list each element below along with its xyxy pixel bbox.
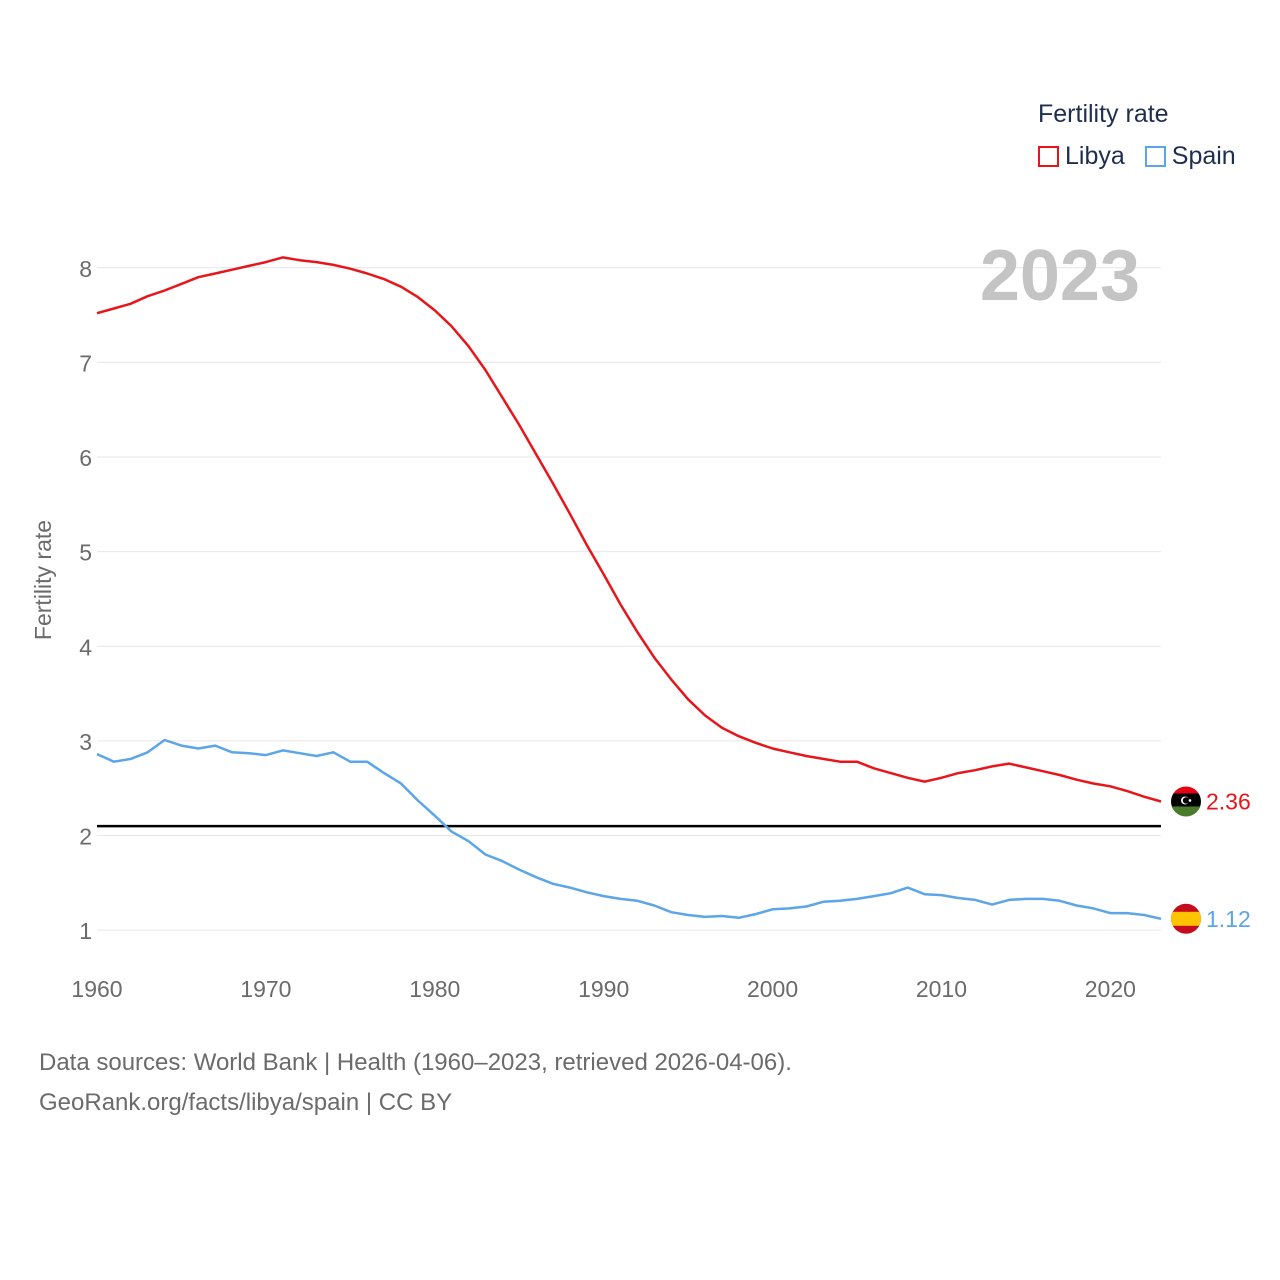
data-sources: Data sources: World Bank | Health (1960–… xyxy=(39,1043,792,1123)
x-tick-label: 2000 xyxy=(747,976,798,1002)
legend-swatch-libya xyxy=(1038,146,1059,167)
current-year-label: 2023 xyxy=(980,236,1140,316)
series-line-libya[interactable] xyxy=(96,256,1162,803)
y-tick-label: 4 xyxy=(79,634,92,660)
legend-title: Fertility rate xyxy=(1038,100,1169,128)
x-tick-label: 1990 xyxy=(578,976,629,1002)
source-line: Data sources: World Bank | Health (1960–… xyxy=(39,1049,792,1076)
end-value-label-libya: 2.36 xyxy=(1206,788,1251,814)
y-axis-ticks: 1 2 3 4 5 6 7 8 xyxy=(79,256,92,944)
x-tick-label: 2020 xyxy=(1085,976,1136,1002)
y-tick-label: 7 xyxy=(79,350,92,376)
spain-flag-icon xyxy=(1171,903,1201,934)
legend-item-libya[interactable]: Libya xyxy=(1038,142,1125,171)
y-tick-label: 8 xyxy=(79,256,92,282)
legend-label-spain: Spain xyxy=(1171,142,1236,170)
x-tick-label: 1960 xyxy=(71,976,122,1002)
x-tick-label: 1970 xyxy=(240,976,291,1002)
end-value-label-spain: 1.12 xyxy=(1206,906,1251,932)
series-line-spain[interactable] xyxy=(96,738,1162,921)
y-tick-label: 1 xyxy=(79,918,92,944)
y-tick-label: 2 xyxy=(79,824,92,850)
gridlines xyxy=(97,267,1161,931)
series-lines xyxy=(96,256,1162,921)
libya-flag-icon xyxy=(1171,786,1201,817)
y-axis-label: Fertility rate xyxy=(30,520,56,640)
attribution-link[interactable]: GeoRank.org/facts/libya/spain | CC BY xyxy=(39,1089,453,1116)
y-tick-label: 3 xyxy=(79,729,92,755)
legend: Libya Spain xyxy=(1038,142,1256,171)
x-axis-ticks: 1960 1970 1980 1990 2000 2010 2020 xyxy=(71,976,1136,1002)
x-tick-label: 1980 xyxy=(409,976,460,1002)
y-tick-label: 5 xyxy=(79,540,92,566)
x-tick-label: 2010 xyxy=(916,976,967,1002)
legend-swatch-spain xyxy=(1144,146,1166,167)
series-end-markers: 2.36 1.12 xyxy=(1171,786,1251,934)
y-tick-label: 6 xyxy=(79,445,92,471)
legend-label-libya: Libya xyxy=(1065,142,1125,170)
legend-item-spain[interactable]: Spain xyxy=(1144,142,1236,171)
